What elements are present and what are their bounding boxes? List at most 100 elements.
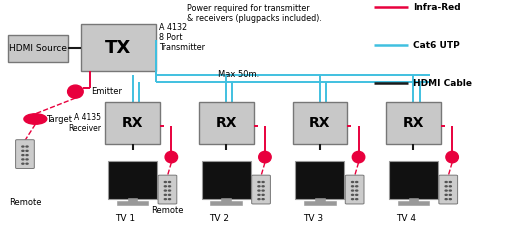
- Circle shape: [164, 194, 166, 195]
- FancyBboxPatch shape: [389, 161, 438, 199]
- Text: Remote: Remote: [151, 206, 184, 215]
- FancyBboxPatch shape: [439, 175, 458, 204]
- Circle shape: [356, 186, 358, 187]
- FancyBboxPatch shape: [117, 201, 148, 205]
- Ellipse shape: [68, 85, 83, 98]
- Circle shape: [262, 199, 264, 200]
- Circle shape: [445, 190, 447, 191]
- Circle shape: [26, 163, 28, 164]
- Text: TX: TX: [105, 39, 132, 57]
- Circle shape: [449, 182, 451, 183]
- Circle shape: [356, 182, 358, 183]
- Text: A 4135
Receiver: A 4135 Receiver: [68, 114, 101, 133]
- Circle shape: [262, 186, 264, 187]
- Text: Target: Target: [46, 114, 72, 124]
- FancyBboxPatch shape: [398, 201, 429, 205]
- Circle shape: [449, 199, 451, 200]
- Circle shape: [352, 194, 354, 195]
- FancyBboxPatch shape: [211, 201, 242, 205]
- FancyBboxPatch shape: [202, 161, 251, 199]
- Circle shape: [445, 199, 447, 200]
- Circle shape: [164, 199, 166, 200]
- FancyBboxPatch shape: [315, 198, 324, 204]
- Circle shape: [168, 190, 171, 191]
- Circle shape: [449, 186, 451, 187]
- FancyBboxPatch shape: [345, 175, 364, 204]
- FancyBboxPatch shape: [108, 161, 157, 199]
- Circle shape: [26, 150, 28, 151]
- Circle shape: [258, 182, 260, 183]
- Circle shape: [352, 186, 354, 187]
- Ellipse shape: [353, 151, 365, 163]
- Circle shape: [258, 194, 260, 195]
- FancyBboxPatch shape: [158, 175, 177, 204]
- Circle shape: [449, 194, 451, 195]
- FancyBboxPatch shape: [199, 102, 254, 144]
- Text: RX: RX: [215, 116, 237, 130]
- FancyBboxPatch shape: [386, 102, 441, 144]
- Circle shape: [22, 159, 24, 160]
- Text: Max 50m.: Max 50m.: [218, 69, 259, 79]
- Circle shape: [22, 163, 24, 164]
- Text: Remote: Remote: [9, 198, 41, 207]
- FancyBboxPatch shape: [106, 102, 160, 144]
- Text: Infra-Red: Infra-Red: [413, 3, 461, 12]
- Ellipse shape: [165, 151, 178, 163]
- FancyBboxPatch shape: [128, 198, 137, 204]
- Circle shape: [352, 182, 354, 183]
- Text: HDMI Source: HDMI Source: [9, 44, 67, 53]
- Circle shape: [352, 199, 354, 200]
- FancyBboxPatch shape: [16, 140, 34, 169]
- Ellipse shape: [259, 151, 271, 163]
- Text: A 4132
8 Port
Transmitter: A 4132 8 Port Transmitter: [159, 23, 204, 52]
- Circle shape: [168, 199, 171, 200]
- Text: RX: RX: [122, 116, 144, 130]
- Circle shape: [168, 186, 171, 187]
- Circle shape: [164, 190, 166, 191]
- Circle shape: [258, 186, 260, 187]
- Circle shape: [352, 190, 354, 191]
- Text: Cat6 UTP: Cat6 UTP: [413, 41, 460, 50]
- Text: RX: RX: [402, 116, 424, 130]
- Circle shape: [449, 190, 451, 191]
- Circle shape: [356, 194, 358, 195]
- Circle shape: [24, 114, 47, 124]
- FancyBboxPatch shape: [409, 198, 418, 204]
- Circle shape: [168, 194, 171, 195]
- Text: TV 3: TV 3: [303, 214, 323, 223]
- Text: RX: RX: [309, 116, 331, 130]
- Circle shape: [356, 199, 358, 200]
- Circle shape: [258, 190, 260, 191]
- Circle shape: [262, 194, 264, 195]
- Text: TV 2: TV 2: [209, 214, 229, 223]
- Circle shape: [445, 194, 447, 195]
- Ellipse shape: [446, 151, 459, 163]
- Text: Emitter: Emitter: [91, 87, 122, 96]
- Circle shape: [445, 186, 447, 187]
- Circle shape: [22, 146, 24, 147]
- Circle shape: [445, 182, 447, 183]
- Circle shape: [22, 150, 24, 151]
- Text: TV 1: TV 1: [115, 214, 136, 223]
- FancyBboxPatch shape: [295, 161, 344, 199]
- Circle shape: [164, 186, 166, 187]
- Circle shape: [164, 182, 166, 183]
- Circle shape: [356, 190, 358, 191]
- Circle shape: [26, 146, 28, 147]
- Text: Power required for transmitter
& receivers (plugpacks included).: Power required for transmitter & receive…: [187, 4, 322, 23]
- FancyBboxPatch shape: [304, 201, 335, 205]
- FancyBboxPatch shape: [252, 175, 270, 204]
- Circle shape: [26, 159, 28, 160]
- FancyBboxPatch shape: [292, 102, 347, 144]
- FancyBboxPatch shape: [81, 24, 156, 71]
- Circle shape: [22, 155, 24, 156]
- Circle shape: [26, 155, 28, 156]
- Circle shape: [262, 190, 264, 191]
- Text: TV 4: TV 4: [396, 214, 417, 223]
- Circle shape: [258, 199, 260, 200]
- Circle shape: [168, 182, 171, 183]
- FancyBboxPatch shape: [8, 35, 68, 62]
- FancyBboxPatch shape: [222, 198, 231, 204]
- Text: HDMI Cable: HDMI Cable: [413, 79, 472, 88]
- Circle shape: [262, 182, 264, 183]
